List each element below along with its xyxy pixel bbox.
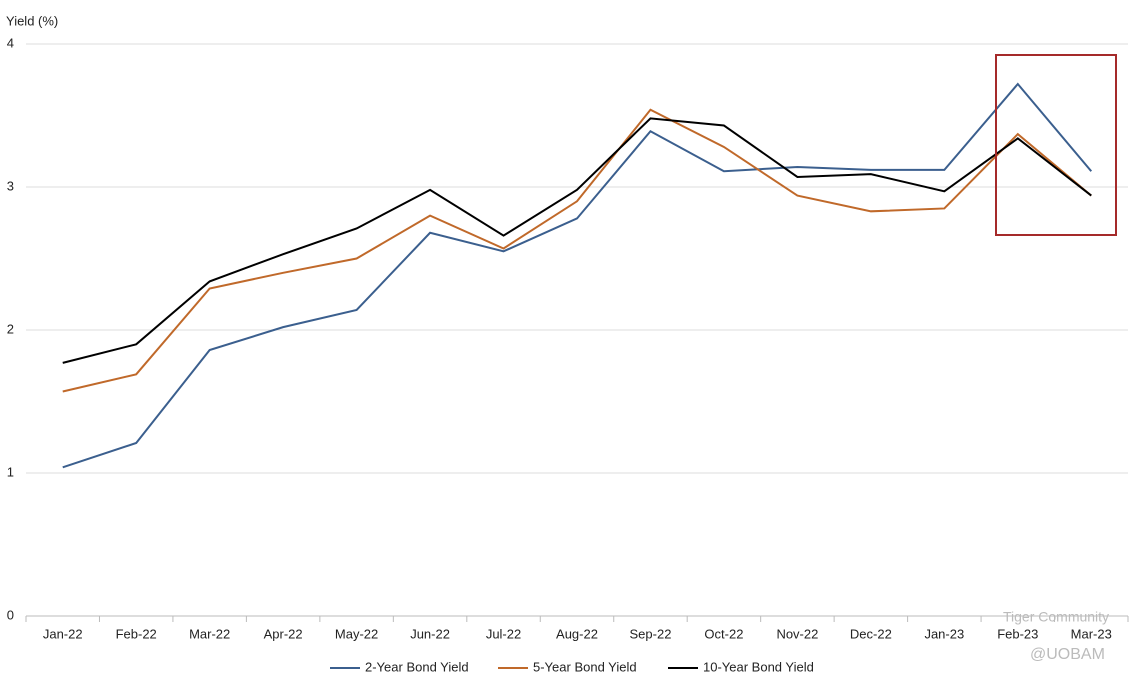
watermark: @UOBAM (1030, 646, 1105, 663)
x-tick-label: Feb-23 (997, 626, 1038, 641)
x-tick-label: Oct-22 (704, 626, 743, 641)
x-tick-label: Mar-23 (1071, 626, 1112, 641)
x-tick-label: Jan-22 (43, 626, 83, 641)
x-tick-label: Nov-22 (776, 626, 818, 641)
x-tick-label: Aug-22 (556, 626, 598, 641)
y-tick-label: 2 (7, 321, 14, 336)
x-tick-label: Dec-22 (850, 626, 892, 641)
y-tick-label: 4 (7, 35, 14, 50)
x-tick-label: May-22 (335, 626, 378, 641)
highlight-box (995, 54, 1117, 236)
y-tick-label: 1 (7, 464, 14, 479)
y-tick-label: 3 (7, 178, 14, 193)
line-series (62, 117, 1092, 364)
x-tick-label: Jul-22 (486, 626, 521, 641)
x-tick-label: Mar-22 (189, 626, 230, 641)
y-tick-label: 0 (7, 607, 14, 622)
legend-label: 10-Year Bond Yield (703, 659, 814, 674)
y-axis-label: Yield (%) (6, 13, 58, 28)
x-tick-label: Jan-23 (924, 626, 964, 641)
x-tick-label: Feb-22 (116, 626, 157, 641)
line-series (62, 82, 1093, 469)
line-series (62, 108, 1092, 393)
x-tick-label: Sep-22 (630, 626, 672, 641)
legend-label: 5-Year Bond Yield (533, 659, 637, 674)
legend-label: 2-Year Bond Yield (365, 659, 469, 674)
x-tick-label: Apr-22 (264, 626, 303, 641)
watermark: Tiger Community (1003, 609, 1109, 625)
x-tick-label: Jun-22 (410, 626, 450, 641)
